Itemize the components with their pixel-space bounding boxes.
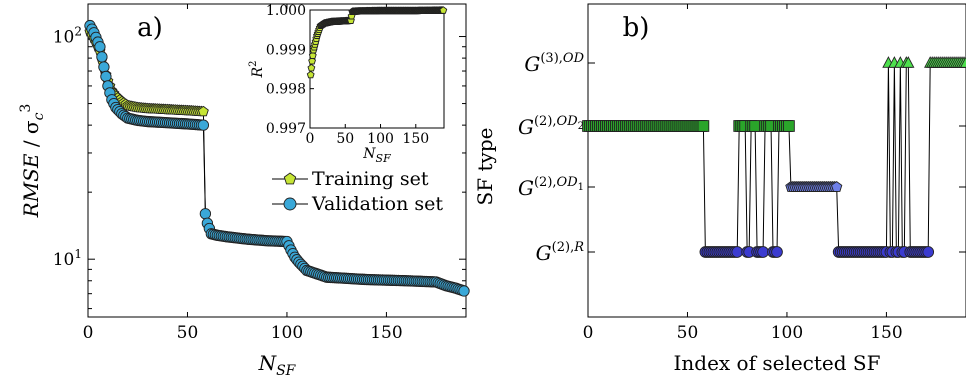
inset-frame — [309, 9, 445, 129]
x-tick-label: 0 — [583, 323, 594, 343]
x-tick-label: 150 — [370, 323, 402, 343]
x-tick-label: 100 — [771, 323, 803, 343]
plot-frame-b — [587, 3, 966, 318]
inset-point — [308, 51, 317, 59]
x-axis-label: NSF — [258, 351, 297, 379]
type-markers — [582, 56, 966, 258]
y-tick-label: 101 — [53, 247, 82, 270]
x-tick-label: 50 — [177, 323, 199, 343]
x-tick-label: 100 — [271, 323, 303, 343]
inset-y-label: R2 — [248, 61, 266, 79]
inset: 0 50 100 150 0.997 0.998 0.999 1.000 NSF R2 — [248, 3, 448, 165]
data-point — [100, 70, 112, 83]
legend-marker — [283, 172, 297, 185]
type-trace-line — [588, 62, 966, 253]
plot-frame-a — [87, 3, 467, 318]
inset-point — [308, 56, 317, 65]
inset-x-label: NSF — [362, 146, 391, 165]
panel-label-b: b) — [623, 13, 650, 43]
y-category-label: G(3),OD — [524, 51, 584, 76]
legend-entry: Validation set — [311, 193, 443, 215]
inset-point — [306, 70, 315, 79]
y-tick-label: 102 — [53, 25, 82, 48]
x-tick-label: 150 — [870, 323, 902, 343]
inset-y-tick-label: 0.997 — [266, 121, 306, 137]
y-category-label: G(2),OD1 — [518, 175, 584, 200]
data-point — [197, 119, 210, 131]
data-point — [199, 208, 212, 220]
x-tick-label: 50 — [677, 323, 699, 343]
data-point — [94, 41, 106, 53]
data-point — [771, 246, 783, 258]
inset-x-tick-label: 0 — [306, 131, 315, 147]
inset-y-tick-label: 0.999 — [266, 42, 306, 58]
data-point — [749, 120, 761, 132]
data-point — [96, 51, 108, 63]
data-point — [902, 56, 915, 68]
data-point — [197, 105, 209, 117]
y-axis-label: RMSE / σc3 — [18, 104, 47, 219]
inset-y-tick-label: 0.998 — [266, 82, 306, 98]
y-category-label: G(2),R — [536, 240, 585, 265]
inset-x-tick-label: 100 — [367, 131, 394, 147]
inset-point — [439, 6, 448, 14]
series-validation — [84, 19, 470, 297]
data-point — [959, 56, 966, 68]
legend-entry: Training set — [312, 168, 429, 190]
data-point — [783, 120, 795, 132]
panel-a: 0 50 100 150 101 102 NSF RMSE / σc3 a) Training s… — [18, 3, 470, 379]
data-point — [458, 285, 470, 297]
panel-b: 0 50 100 150 G(2),R G(2),OD1 G(2),OD2 G(3),OD In… — [473, 3, 966, 375]
inset-x-tick-label: 50 — [336, 131, 354, 147]
data-point — [98, 61, 110, 73]
data-point — [922, 246, 935, 258]
inset-x-tick-label: 150 — [402, 131, 429, 147]
y-category-label: G(2),OD2 — [518, 114, 584, 139]
x-axis-label: Index of selected SF — [673, 351, 880, 375]
data-point — [830, 181, 843, 192]
data-point — [757, 246, 769, 258]
y-axis-label: SF type — [473, 128, 497, 206]
legend-marker — [283, 197, 297, 211]
data-point — [697, 120, 710, 132]
inset-y-tick-label: 1.000 — [266, 3, 306, 19]
legend: Training set Validation set — [272, 168, 443, 215]
data-point — [731, 246, 744, 258]
inset-point — [307, 63, 316, 72]
panel-label-a: a) — [137, 13, 163, 43]
x-tick-label: 0 — [83, 323, 94, 343]
